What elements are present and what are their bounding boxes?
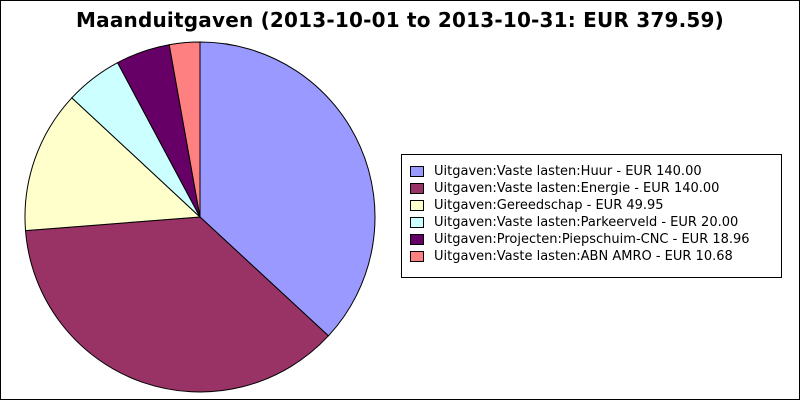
legend-swatch <box>410 166 424 177</box>
legend-swatch <box>410 234 424 245</box>
chart-title: Maanduitgaven (2013-10-01 to 2013-10-31:… <box>76 8 724 32</box>
legend-item: Uitgaven:Projecten:Piepschuim-CNC - EUR … <box>410 231 750 248</box>
legend-swatch <box>410 251 424 262</box>
legend-label: Uitgaven:Vaste lasten:Energie - EUR 140.… <box>434 181 720 196</box>
legend-swatch <box>410 217 424 228</box>
legend-label: Uitgaven:Vaste lasten:ABN AMRO - EUR 10.… <box>434 249 733 264</box>
legend-item: Uitgaven:Vaste lasten:Energie - EUR 140.… <box>410 180 719 197</box>
legend-item: Uitgaven:Vaste lasten:Parkeerveld - EUR … <box>410 214 738 231</box>
legend-swatch <box>410 200 424 211</box>
pie-slice-0 <box>199 41 376 337</box>
legend: Uitgaven:Vaste lasten:Huur - EUR 140.00 U… <box>401 154 782 278</box>
legend-item: Uitgaven:Vaste lasten:Huur - EUR 140.00 <box>410 163 702 180</box>
legend-item: Uitgaven:Gereedschap - EUR 49.95 <box>410 197 664 214</box>
legend-swatch <box>410 183 424 194</box>
legend-label: Uitgaven:Vaste lasten:Parkeerveld - EUR … <box>434 215 739 230</box>
legend-label: Uitgaven:Projecten:Piepschuim-CNC - EUR … <box>434 232 750 247</box>
legend-item: Uitgaven:Vaste lasten:ABN AMRO - EUR 10.… <box>410 248 733 265</box>
legend-label: Uitgaven:Gereedschap - EUR 49.95 <box>434 198 664 213</box>
pie-slice-1 <box>24 216 330 393</box>
legend-label: Uitgaven:Vaste lasten:Huur - EUR 140.00 <box>434 164 702 179</box>
pie-slice-2 <box>24 97 202 232</box>
pie-slice-5 <box>168 41 201 218</box>
